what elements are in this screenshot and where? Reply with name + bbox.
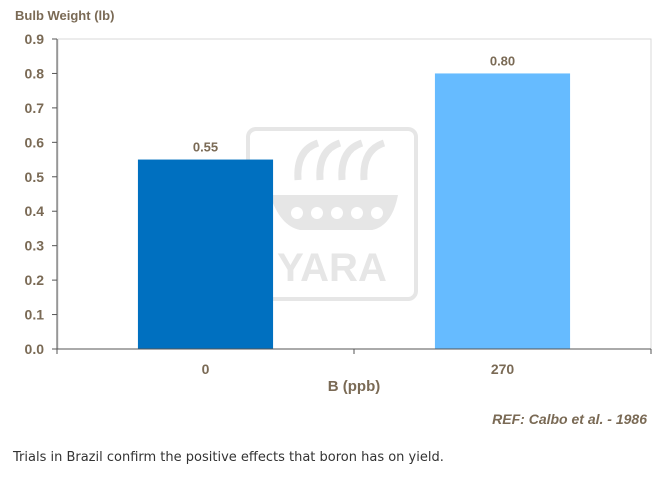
y-axis-ticks: 0.0 0.1 0.2 0.3 0.4 0.5 0.6 0.7 0.8 0.9 [25,31,57,357]
x-tick-label: 270 [491,361,515,377]
y-tick-label: 0.5 [25,169,45,185]
viking-ship-icon [294,139,386,181]
data-label-0: 0.55 [193,140,218,155]
y-tick-label: 0.7 [25,100,45,116]
data-label-270: 0.80 [490,53,515,68]
y-tick-label: 0.1 [25,307,45,323]
x-axis-label: B (ppb) [328,378,380,395]
y-axis-label: Bulb Weight (lb) [15,8,114,23]
data-labels: 0.55 0.80 [193,53,515,154]
y-tick-label: 0.3 [25,238,45,254]
watermark-logo: YARA [246,127,418,301]
y-tick-label: 0.6 [25,134,45,150]
x-axis-ticks: 0 270 [56,349,652,377]
y-tick-label: 0.9 [25,31,45,47]
bar-0 [137,159,274,349]
reference-note: REF: Calbo et al. - 1986 [492,411,647,427]
x-tick-label: 0 [202,361,210,377]
y-tick-label: 0.8 [25,65,45,81]
y-tick-label: 0.4 [25,203,45,219]
caption: Trials in Brazil confirm the positive ef… [13,450,444,465]
y-tick-label: 0.0 [25,341,45,357]
bar-270 [434,73,571,349]
bars [137,73,571,349]
y-tick-label: 0.2 [25,272,45,288]
ship-shields-icon [291,207,383,219]
watermark-text: YARA [277,246,387,290]
